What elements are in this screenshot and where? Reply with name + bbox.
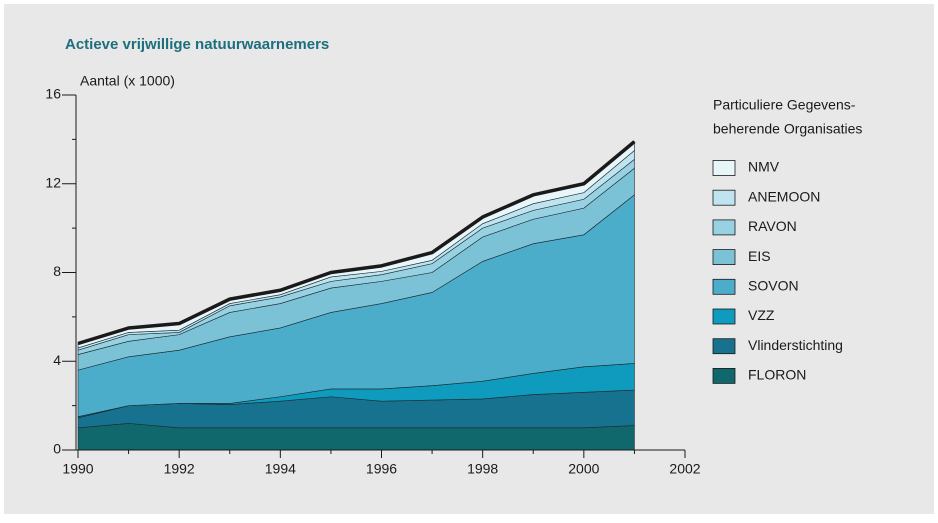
chart-title: Actieve vrijwillige natuurwaarnemers <box>65 36 329 53</box>
legend-title: beherende Organisaties <box>713 121 862 137</box>
y-axis-label: Aantal (x 1000) <box>80 73 175 89</box>
x-tick-label: 1994 <box>265 461 296 477</box>
legend-label: VZZ <box>748 307 775 323</box>
y-tick-label: 4 <box>53 352 61 368</box>
y-tick-label: 0 <box>53 441 61 457</box>
legend-label: ANEMOON <box>748 188 820 204</box>
x-tick-label: 1996 <box>366 461 397 477</box>
legend-swatch <box>712 189 736 206</box>
legend-label: NMV <box>748 159 780 175</box>
legend-label: EIS <box>748 248 771 264</box>
legend-title: Particuliere Gegevens- <box>713 97 856 113</box>
legend-swatch <box>712 338 736 355</box>
legend-swatch <box>712 219 736 236</box>
legend-swatch <box>712 367 736 384</box>
x-tick-label: 2000 <box>568 461 599 477</box>
legend-swatch <box>712 278 736 295</box>
y-tick-label: 12 <box>45 174 61 190</box>
legend-label: SOVON <box>748 278 799 294</box>
x-tick-label: 1992 <box>164 461 195 477</box>
y-tick-label: 16 <box>45 86 61 102</box>
top-outline <box>77 140 636 346</box>
legend-label: Vlinderstichting <box>748 337 843 353</box>
legend-swatch <box>712 308 736 325</box>
x-tick-label: 1998 <box>467 461 498 477</box>
x-tick-label: 2002 <box>669 461 700 477</box>
y-tick-label: 8 <box>53 263 61 279</box>
legend-swatch <box>712 160 736 176</box>
x-tick-label: 1990 <box>62 461 93 477</box>
legend-swatch <box>712 249 736 266</box>
legend-label: RAVON <box>748 218 797 234</box>
legend-label: FLORON <box>748 367 806 383</box>
